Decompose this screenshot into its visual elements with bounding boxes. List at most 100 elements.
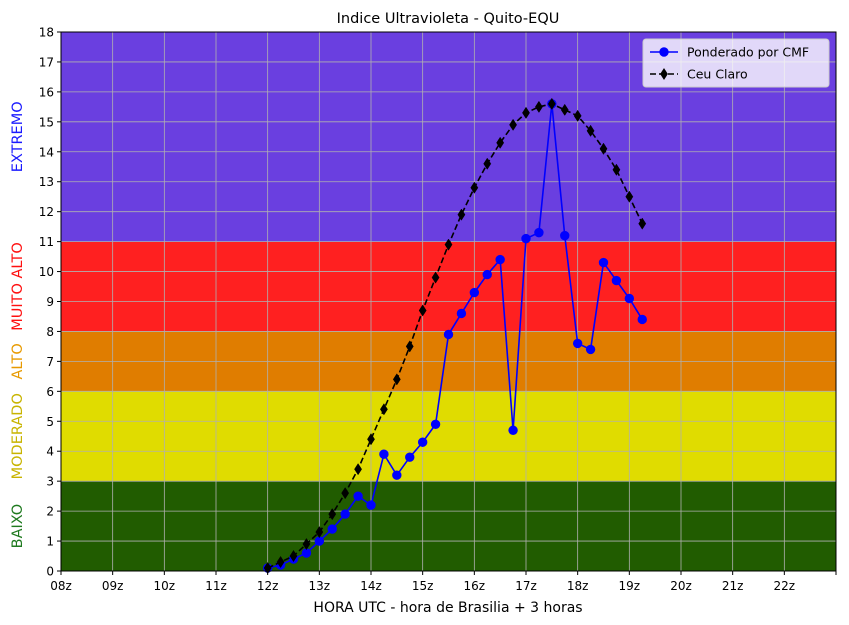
y-tick-label: 12 xyxy=(39,205,54,219)
grid xyxy=(60,31,837,572)
band-label-muito-alto: MUITO ALTO xyxy=(10,242,26,331)
data-point xyxy=(522,106,530,119)
band-label-extremo: EXTREMO xyxy=(10,101,26,172)
x-tick-label: 11z xyxy=(205,579,227,593)
data-point xyxy=(624,293,635,304)
data-point xyxy=(573,109,582,122)
y-tick-label: 9 xyxy=(46,295,54,309)
data-point xyxy=(341,487,350,500)
data-point xyxy=(405,452,415,462)
legend: Ponderado por CMF Ceu Claro xyxy=(642,38,830,88)
data-point xyxy=(276,555,285,569)
y-tick-label: 14 xyxy=(39,145,54,159)
data-point xyxy=(612,163,621,176)
data-point xyxy=(611,275,622,286)
y-tick-label: 16 xyxy=(39,85,54,99)
x-tick-label: 12z xyxy=(257,579,279,593)
data-point xyxy=(340,509,350,519)
data-point xyxy=(431,271,440,284)
y-tick-label: 17 xyxy=(39,55,54,69)
x-tick-label: 22z xyxy=(774,579,796,593)
y-tick-label: 8 xyxy=(46,325,54,339)
y-tick-label: 10 xyxy=(39,265,54,279)
data-point xyxy=(367,433,375,446)
data-point xyxy=(521,233,531,244)
data-point xyxy=(392,470,402,480)
data-point xyxy=(483,157,492,170)
data-point xyxy=(495,254,505,265)
x-tick-label: 09z xyxy=(102,579,124,593)
y-tick-label: 7 xyxy=(46,355,54,369)
x-tick-label: 15z xyxy=(412,579,434,593)
band-moderado xyxy=(61,391,836,482)
legend-label: Ceu Claro xyxy=(687,67,748,82)
x-tick-label: 18z xyxy=(567,579,589,593)
data-point xyxy=(327,524,337,534)
data-point xyxy=(482,269,492,280)
x-tick-label: 21z xyxy=(722,579,744,593)
chart-title: Indice Ultravioleta - Quito-EQU xyxy=(337,11,560,27)
data-point xyxy=(444,238,453,251)
band-muito-alto xyxy=(61,241,836,332)
data-point xyxy=(509,118,517,131)
data-point xyxy=(560,103,569,116)
data-point xyxy=(405,340,414,353)
x-tick-label: 13z xyxy=(309,579,331,593)
data-point xyxy=(353,491,363,501)
x-axis-title: HORA UTC - hora de Brasilia + 3 horas xyxy=(313,600,582,616)
series xyxy=(262,97,647,575)
y-tick-label: 15 xyxy=(39,115,54,129)
data-point xyxy=(534,227,544,238)
data-point xyxy=(354,463,362,476)
data-point xyxy=(430,419,441,429)
data-point xyxy=(599,142,608,155)
band-labels: BAIXO MODERADO ALTO MUITO ALTO EXTREMO xyxy=(10,101,26,548)
data-point xyxy=(560,230,570,241)
y-tick-label: 1 xyxy=(46,535,54,549)
data-point xyxy=(586,124,595,137)
data-point xyxy=(547,97,556,110)
data-point xyxy=(572,338,583,349)
band-label-alto: ALTO xyxy=(10,343,26,379)
legend-label: Ponderado por CMF xyxy=(687,45,809,60)
y-tick-label: 13 xyxy=(39,175,54,189)
data-point xyxy=(535,100,543,113)
data-point xyxy=(637,314,647,325)
y-tick-label: 6 xyxy=(46,385,54,399)
x-tick-label: 19z xyxy=(619,579,641,593)
data-point xyxy=(392,373,401,386)
risk-bands xyxy=(61,32,836,571)
x-tick-label: 20z xyxy=(670,579,692,593)
legend-swatch-marker xyxy=(660,67,668,81)
x-tick-label: 08z xyxy=(50,579,72,593)
series-2 xyxy=(263,97,647,575)
data-point xyxy=(289,549,298,563)
data-point xyxy=(418,304,427,317)
data-point xyxy=(638,217,647,230)
legend-swatch-marker xyxy=(659,47,669,57)
data-point xyxy=(417,437,428,447)
x-tick-label: 14z xyxy=(360,579,382,593)
data-point xyxy=(625,190,634,203)
y-tick-label: 3 xyxy=(46,475,54,489)
y-tick-label: 11 xyxy=(39,235,54,249)
x-tick-label: 10z xyxy=(154,579,176,593)
data-point xyxy=(328,508,337,521)
data-point xyxy=(598,257,609,268)
x-axis: 08z 09z 10z 11z 12z 13z 14z 15z 16z 17z 18z 19z 20z 2… xyxy=(50,571,837,593)
x-tick-label: 16z xyxy=(464,579,486,593)
y-tick-label: 4 xyxy=(46,445,54,459)
data-point xyxy=(508,425,518,435)
y-tick-label: 2 xyxy=(46,505,54,519)
data-point xyxy=(366,500,376,510)
data-point xyxy=(379,449,389,459)
y-tick-label: 0 xyxy=(46,565,54,579)
data-point xyxy=(585,344,596,355)
data-point xyxy=(443,329,454,340)
series-line xyxy=(267,103,643,569)
data-point xyxy=(469,287,480,298)
data-point xyxy=(456,308,467,319)
band-label-moderado: MODERADO xyxy=(10,393,26,479)
